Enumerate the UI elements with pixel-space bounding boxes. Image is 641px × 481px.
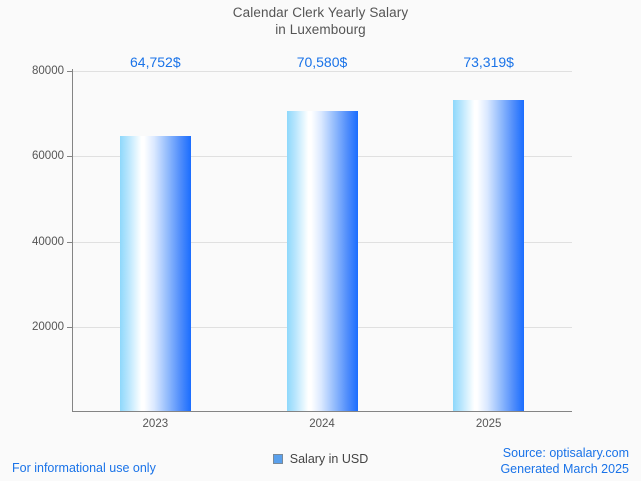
footer-source-block: Source: optisalary.com Generated March 2…	[500, 446, 629, 477]
gridline	[72, 71, 572, 72]
y-axis-line	[72, 69, 73, 412]
y-axis-tick-mark	[67, 327, 72, 328]
y-axis-tick-label: 20000	[32, 321, 64, 333]
x-axis-tick-label: 2025	[475, 418, 502, 430]
chart-legend: Salary in USD	[0, 452, 641, 466]
footer-source: Source: optisalary.com	[502, 446, 629, 460]
x-axis-tick-label: 2024	[309, 418, 335, 430]
plot-area	[67, 71, 572, 411]
bar-value-label: 70,580$	[296, 54, 348, 70]
y-axis-tick-mark	[67, 156, 72, 158]
legend-item-salary[interactable]: Salary in USD	[272, 452, 369, 466]
y-axis-tick-mark	[67, 241, 72, 243]
y-axis-tick-label: 60000	[32, 150, 64, 163]
legend-item-label: Salary in USD	[289, 452, 369, 466]
footer-disclaimer: For informational use only	[12, 461, 156, 475]
chart-title: Calendar Clerk Yearly Salary in Luxembou…	[0, 4, 641, 38]
y-axis-tick-label: 40000	[32, 235, 64, 248]
bar-2023[interactable]	[119, 136, 191, 411]
footer-generated: Generated March 2025	[500, 461, 629, 476]
bar-2025[interactable]	[453, 99, 525, 411]
chart-title-main: Calendar Clerk Yearly Salary	[232, 5, 409, 20]
bar-value-label: 73,319$	[463, 54, 514, 70]
chart-subtitle: in Luxembourg	[275, 22, 366, 37]
x-axis-tick-label: 2023	[142, 418, 169, 430]
legend-swatch-icon	[272, 454, 283, 464]
bar-value-label: 64,752$	[130, 54, 181, 70]
bar-2024[interactable]	[286, 111, 358, 411]
y-axis-tick-mark	[67, 71, 72, 72]
y-axis-tick-label: 80000	[32, 65, 64, 77]
x-axis-line	[72, 411, 572, 412]
